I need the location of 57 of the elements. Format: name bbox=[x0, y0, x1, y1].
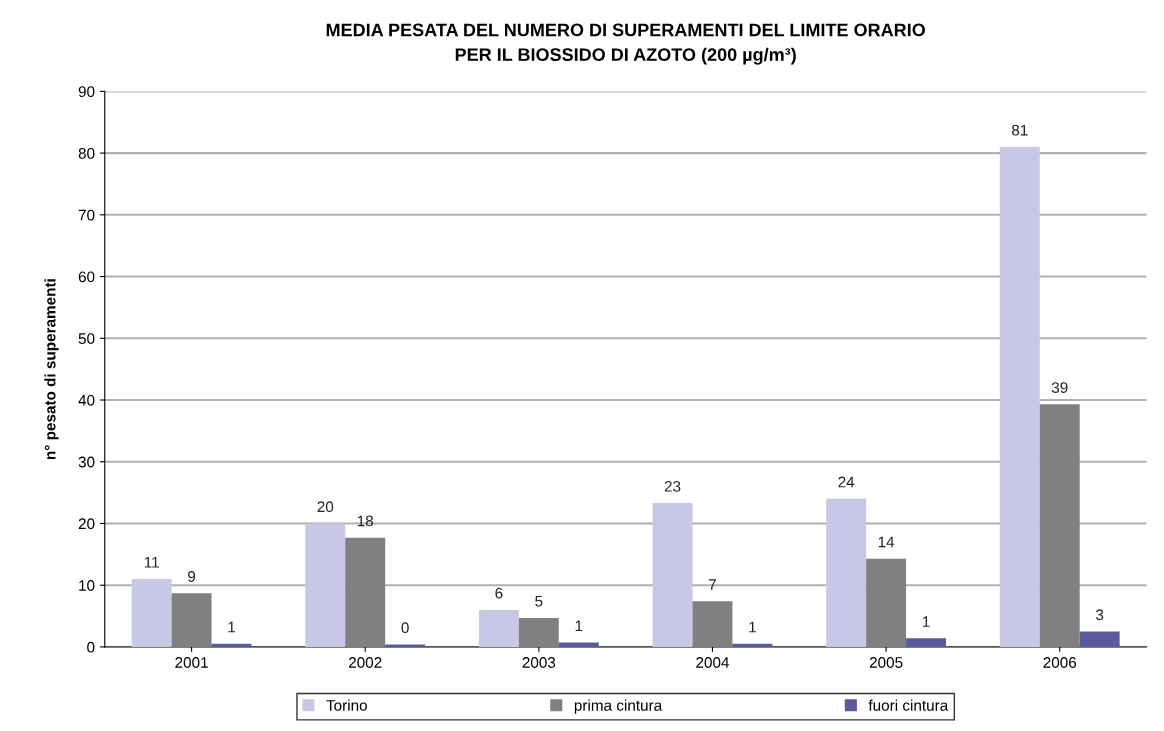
bar bbox=[385, 644, 426, 647]
y-tick-label: 0 bbox=[87, 641, 95, 653]
bar bbox=[171, 593, 212, 647]
bar bbox=[1039, 404, 1080, 647]
bar bbox=[305, 523, 346, 647]
x-tick-label: 2005 bbox=[869, 657, 903, 668]
bar bbox=[866, 558, 907, 647]
y-tick-label: 10 bbox=[79, 580, 95, 591]
y-tick-label: 60 bbox=[78, 271, 95, 283]
bar bbox=[558, 642, 599, 647]
x-tick-label: 2001 bbox=[175, 657, 208, 668]
legend-label: Torino bbox=[326, 699, 367, 711]
bar bbox=[211, 643, 252, 647]
bar bbox=[692, 601, 733, 647]
data-label: 18 bbox=[357, 515, 374, 527]
x-tick-label: 2006 bbox=[1043, 657, 1077, 668]
data-label: 1 bbox=[922, 616, 930, 627]
y-axis-title: n° pesato di superamenti bbox=[44, 279, 59, 460]
y-tick-label: 90 bbox=[78, 86, 95, 98]
bar bbox=[999, 146, 1040, 647]
data-label: 81 bbox=[1011, 124, 1028, 136]
y-tick-label: 30 bbox=[78, 456, 95, 468]
legend-label: prima cintura bbox=[574, 699, 663, 714]
data-label: 20 bbox=[317, 501, 334, 513]
bar bbox=[131, 579, 172, 647]
bar bbox=[826, 498, 867, 647]
y-tick-label: 70 bbox=[78, 209, 95, 221]
x-tick-label: 2002 bbox=[348, 657, 382, 668]
data-label: 39 bbox=[1051, 382, 1068, 393]
legend-label: fuori cintura bbox=[868, 699, 949, 711]
data-label: 11 bbox=[144, 557, 159, 568]
data-label: 3 bbox=[1095, 609, 1104, 621]
y-tick-label: 80 bbox=[78, 147, 95, 159]
data-label: 7 bbox=[709, 579, 716, 590]
data-label: 1 bbox=[575, 620, 583, 632]
data-label: 9 bbox=[188, 571, 196, 582]
data-label: 6 bbox=[495, 587, 503, 599]
data-label: 14 bbox=[878, 536, 895, 548]
data-label: 23 bbox=[664, 480, 681, 492]
data-label: 1 bbox=[749, 621, 756, 633]
bar bbox=[518, 617, 559, 647]
chart-title: MEDIA PESATA DEL NUMERO DI SUPERAMENTI DEL LIMITE ORARIO PER IL BIOSSIDO DI AZOTO (200 µg/m³) bbox=[326, 23, 926, 65]
data-label: 24 bbox=[838, 476, 855, 488]
bar bbox=[906, 638, 946, 647]
bar bbox=[478, 609, 519, 647]
data-label: 1 bbox=[228, 621, 236, 633]
bar bbox=[652, 503, 693, 647]
x-tick-label: 2003 bbox=[522, 657, 556, 668]
bar bbox=[1079, 631, 1120, 647]
x-tick-label: 2004 bbox=[696, 657, 730, 668]
bar bbox=[345, 537, 386, 647]
bar bbox=[732, 643, 773, 647]
data-label: 0 bbox=[401, 622, 409, 634]
y-tick-label: 40 bbox=[78, 394, 95, 406]
y-tick-label: 50 bbox=[78, 333, 95, 344]
data-label: 5 bbox=[535, 595, 543, 607]
y-tick-label: 20 bbox=[78, 518, 95, 530]
